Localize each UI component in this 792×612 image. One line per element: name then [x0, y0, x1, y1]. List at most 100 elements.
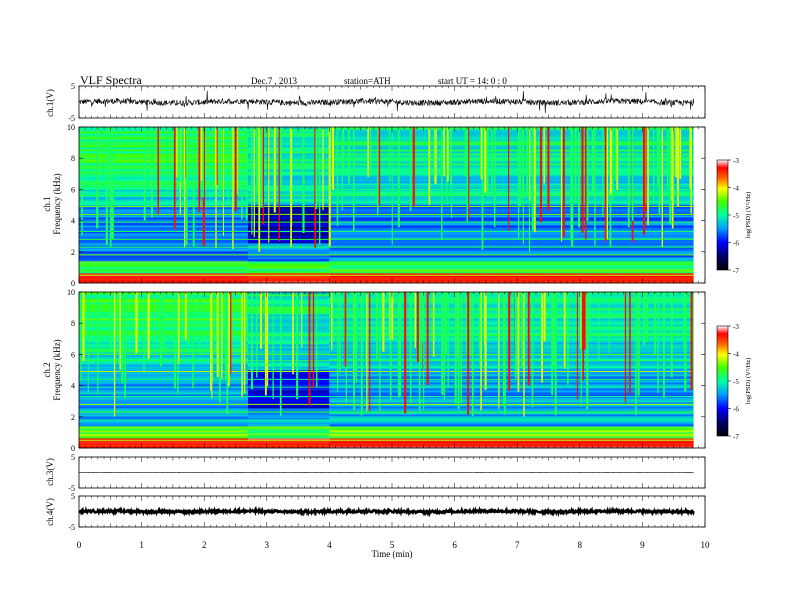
ch1-spectrogram-band: [248, 149, 330, 152]
ch2-spectrogram-band: [329, 404, 694, 407]
ch2-spectrogram-band: [248, 366, 330, 369]
ch2-spectrogram-band: [248, 368, 330, 371]
ch1-spectrogram-band: [79, 237, 248, 240]
ch1-spectrogram-band: [329, 235, 694, 238]
ch1-spectrogram-band: [329, 203, 694, 206]
ch2-spectrogram-band: [329, 314, 694, 317]
ch2-spectrogram-band: [248, 340, 330, 343]
ch2-spectrogram-band: [79, 408, 248, 411]
ch1-spectrogram-band: [79, 219, 248, 222]
ch1-spectrogram-band: [329, 129, 694, 132]
ch2-spectrogram-band: [79, 414, 248, 417]
ch1-spectrogram-band: [79, 203, 248, 206]
ch1-spectrogram-band: [248, 281, 330, 284]
ch2-spectrogram-band: [329, 426, 694, 429]
ch1-spectrogram-band: [248, 147, 330, 150]
ch2-spectrogram-band: [248, 394, 330, 397]
ch2-spectrogram-band: [329, 300, 694, 303]
ch1-spectrogram-band: [329, 173, 694, 176]
ch2-spectrogram-band: [329, 412, 694, 415]
ch2-spectrogram-band: [329, 340, 694, 343]
ch1-spectrogram-nodata: [693, 127, 705, 283]
ch1-spectrogram-band: [329, 257, 694, 260]
ch1-spectrogram-band: [329, 243, 694, 246]
ch2-spectrogram-ytick-label: 10: [67, 288, 75, 297]
ch2-spectrogram-band: [329, 416, 694, 419]
ch2-channel-label: ch.2: [42, 362, 52, 377]
ch1-spectrogram-band: [248, 189, 330, 192]
ch2-spectrogram-band: [79, 390, 248, 393]
x-tick-label: 1: [139, 540, 144, 550]
ch1-spectrogram-band: [79, 243, 248, 246]
ch1-spectrogram-band: [248, 207, 330, 210]
ch2-spectrogram-band: [329, 408, 694, 411]
ch2-spectrogram-band: [79, 418, 248, 421]
ch2-spectrogram-band: [329, 376, 694, 379]
ch2-spectrogram-band: [248, 422, 330, 425]
ch1-spectrogram-ylabel: Frequency (kHz): [52, 173, 62, 234]
ch2-spectrogram-band: [79, 440, 248, 443]
ch1-spectrogram-band: [248, 267, 330, 270]
ch1-spectrogram-band: [329, 255, 694, 258]
ch1-spectrogram-band: [248, 201, 330, 204]
ch2-spectrogram-band: [79, 376, 248, 379]
ch1-spectrogram-band: [79, 193, 248, 196]
ch2-spectrogram-band: [329, 432, 694, 435]
start-time-label: start UT = 14: 0 : 0: [438, 76, 507, 86]
ch1-spectrogram-band: [329, 159, 694, 162]
ch2-spectrogram-band: [329, 380, 694, 383]
ch2-colorbar-label: log(PSD) (V²/Hz): [745, 358, 752, 405]
ch1-waveform-ytick-label: -5: [68, 114, 75, 123]
ch1-spectrogram-band: [329, 175, 694, 178]
ch1-spectrogram-band: [248, 261, 330, 264]
ch1-spectrogram-band: [79, 131, 248, 134]
ch1-spectrogram-band: [329, 223, 694, 226]
ch1-spectrogram-band: [79, 249, 248, 252]
ch2-spectrogram-band: [248, 414, 330, 417]
ch1-spectrogram-band: [329, 281, 694, 284]
ch2-spectrogram-band: [248, 388, 330, 391]
ch2-spectrogram-band: [79, 356, 248, 359]
ch2-spectrogram-band: [248, 346, 330, 349]
date-label: Dec.7 , 2013: [251, 76, 297, 86]
ch2-spectrogram-band: [329, 312, 694, 315]
ch1-spectrogram-band: [79, 177, 248, 180]
ch2-spectrogram-band: [248, 404, 330, 407]
ch4-waveform-ytick-label: 5: [71, 492, 75, 501]
ch1-spectrogram-band: [329, 135, 694, 138]
ch2-colorbar-tick-label: -6: [733, 406, 739, 414]
ch1-spectrogram-ytick-label: 6: [71, 185, 75, 194]
ch1-spectrogram-band: [248, 211, 330, 214]
ch1-spectrogram-band: [79, 275, 248, 278]
ch1-spectrogram-band: [79, 251, 248, 254]
ch1-spectrogram-band: [248, 217, 330, 220]
ch1-spectrogram-band: [248, 209, 330, 212]
ch2-spectrogram-band: [248, 338, 330, 341]
ch1-spectrogram-band: [329, 241, 694, 244]
ch2-spectrogram-band: [79, 352, 248, 355]
ch2-spectrogram-band: [248, 402, 330, 405]
ch2-spectrogram-band: [79, 424, 248, 427]
ch1-spectrogram-band: [79, 199, 248, 202]
ch1-spectrogram-band: [79, 195, 248, 198]
ch2-spectrogram-band: [248, 352, 330, 355]
ch1-spectrogram-band: [248, 241, 330, 244]
ch2-spectrogram-band: [79, 360, 248, 363]
ch2-spectrogram-band: [329, 336, 694, 339]
ch1-spectrogram-band: [79, 257, 248, 260]
ch2-spectrogram-band: [329, 428, 694, 431]
ch1-spectrogram-band: [79, 171, 248, 174]
ch2-spectrogram-band: [329, 368, 694, 371]
ch2-spectrogram-band: [79, 384, 248, 387]
ch3-waveform-panel: 5 -5: [68, 453, 706, 493]
ch1-colorbar-tick-label: -5: [733, 212, 739, 220]
ch1-spectrogram-band: [329, 127, 694, 130]
ch1-spectrogram-band: [248, 203, 330, 206]
ch1-spectrogram-band: [248, 269, 330, 272]
ch1-spectrogram-band: [248, 197, 330, 200]
ch2-spectrogram-band: [329, 410, 694, 413]
ch2-spectrogram-band: [329, 436, 694, 439]
ch1-spectrogram-band: [329, 181, 694, 184]
ch1-spectrogram-band: [329, 233, 694, 236]
ch1-spectrogram-band: [79, 231, 248, 234]
